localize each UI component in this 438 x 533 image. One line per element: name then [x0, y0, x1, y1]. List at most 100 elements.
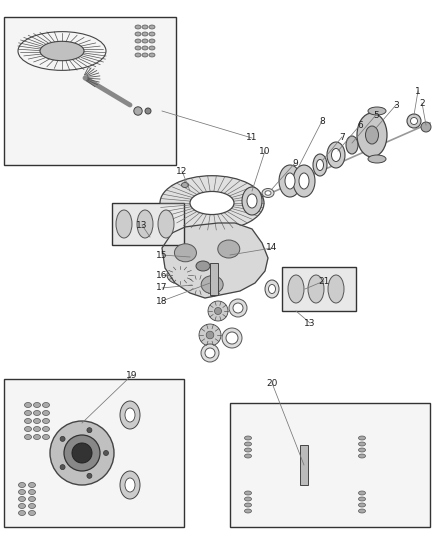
- Polygon shape: [162, 223, 268, 298]
- Ellipse shape: [18, 482, 25, 488]
- Circle shape: [407, 114, 421, 128]
- Circle shape: [179, 246, 201, 268]
- Ellipse shape: [149, 53, 155, 57]
- Ellipse shape: [42, 418, 49, 424]
- Ellipse shape: [33, 410, 40, 416]
- Ellipse shape: [327, 142, 345, 168]
- Circle shape: [275, 452, 301, 478]
- Ellipse shape: [28, 504, 35, 508]
- Ellipse shape: [158, 210, 174, 238]
- Ellipse shape: [42, 410, 49, 416]
- Circle shape: [194, 281, 201, 288]
- Text: 12: 12: [177, 166, 188, 175]
- Circle shape: [280, 490, 296, 506]
- Circle shape: [87, 427, 92, 433]
- Ellipse shape: [201, 276, 223, 294]
- Ellipse shape: [242, 187, 262, 215]
- Circle shape: [211, 285, 217, 291]
- Bar: [230, 403, 430, 527]
- Circle shape: [233, 303, 243, 313]
- Ellipse shape: [135, 46, 141, 50]
- Ellipse shape: [244, 436, 251, 440]
- Bar: [282, 267, 356, 311]
- Text: 19: 19: [126, 370, 138, 379]
- Ellipse shape: [25, 426, 32, 432]
- Text: 3: 3: [393, 101, 399, 109]
- Ellipse shape: [18, 497, 25, 502]
- Bar: [300, 445, 308, 485]
- Ellipse shape: [142, 32, 148, 36]
- Circle shape: [229, 299, 247, 317]
- Ellipse shape: [176, 272, 184, 278]
- Ellipse shape: [181, 182, 188, 188]
- Ellipse shape: [190, 191, 234, 215]
- Ellipse shape: [244, 509, 251, 513]
- Circle shape: [257, 460, 267, 470]
- Circle shape: [87, 473, 92, 478]
- Circle shape: [222, 328, 242, 348]
- Ellipse shape: [135, 25, 141, 29]
- Circle shape: [64, 435, 100, 471]
- Circle shape: [307, 452, 333, 478]
- Ellipse shape: [244, 497, 251, 501]
- Ellipse shape: [135, 53, 141, 57]
- Ellipse shape: [357, 113, 387, 157]
- Ellipse shape: [244, 454, 251, 458]
- Circle shape: [134, 107, 142, 115]
- Text: 20: 20: [266, 378, 278, 387]
- Ellipse shape: [218, 240, 240, 258]
- Ellipse shape: [42, 434, 49, 440]
- Ellipse shape: [120, 401, 140, 429]
- Ellipse shape: [18, 504, 25, 508]
- Text: 13: 13: [136, 221, 148, 230]
- Circle shape: [199, 324, 221, 346]
- Ellipse shape: [142, 39, 148, 43]
- Text: 15: 15: [156, 251, 168, 260]
- Circle shape: [184, 251, 196, 263]
- Text: 6: 6: [357, 120, 363, 130]
- Text: 2: 2: [419, 99, 425, 108]
- Ellipse shape: [358, 448, 365, 452]
- Ellipse shape: [142, 53, 148, 57]
- Ellipse shape: [25, 402, 32, 408]
- Ellipse shape: [40, 42, 84, 61]
- Circle shape: [284, 494, 292, 502]
- Circle shape: [206, 280, 222, 296]
- Text: 17: 17: [156, 284, 168, 293]
- Ellipse shape: [268, 285, 276, 294]
- Text: 1: 1: [415, 86, 421, 95]
- Ellipse shape: [368, 155, 386, 163]
- Ellipse shape: [308, 275, 324, 303]
- Text: 14: 14: [266, 244, 278, 253]
- Ellipse shape: [120, 471, 140, 499]
- Ellipse shape: [142, 46, 148, 50]
- Ellipse shape: [244, 503, 251, 507]
- Circle shape: [226, 332, 238, 344]
- Text: 5: 5: [373, 110, 379, 119]
- Circle shape: [145, 108, 151, 114]
- Ellipse shape: [247, 194, 257, 208]
- Ellipse shape: [279, 165, 301, 197]
- Ellipse shape: [244, 442, 251, 446]
- Ellipse shape: [25, 418, 32, 424]
- Ellipse shape: [160, 176, 264, 230]
- Ellipse shape: [358, 503, 365, 507]
- Circle shape: [50, 421, 114, 485]
- Text: 21: 21: [318, 277, 330, 286]
- Text: 9: 9: [292, 158, 298, 167]
- Circle shape: [410, 117, 417, 125]
- Ellipse shape: [288, 275, 304, 303]
- Circle shape: [312, 490, 328, 506]
- Text: 16: 16: [156, 271, 168, 279]
- Circle shape: [205, 348, 215, 358]
- Ellipse shape: [332, 149, 340, 161]
- Ellipse shape: [293, 165, 315, 197]
- Ellipse shape: [358, 442, 365, 446]
- Ellipse shape: [368, 107, 386, 115]
- Ellipse shape: [149, 46, 155, 50]
- Ellipse shape: [142, 25, 148, 29]
- Ellipse shape: [135, 39, 141, 43]
- Ellipse shape: [265, 191, 271, 195]
- Ellipse shape: [135, 32, 141, 36]
- Text: 10: 10: [259, 147, 271, 156]
